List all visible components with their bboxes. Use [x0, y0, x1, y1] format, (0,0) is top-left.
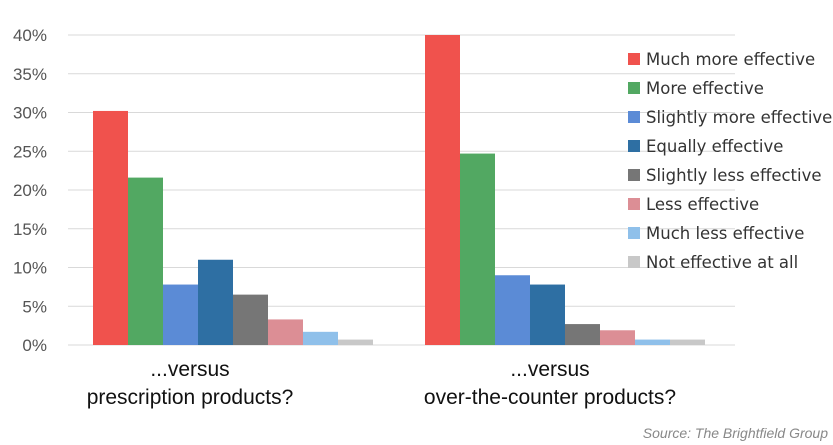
bar: [93, 110, 128, 345]
bar: [670, 339, 705, 345]
category-label: over-the-counter products?: [424, 386, 676, 409]
bar: [198, 259, 233, 345]
y-tick-label: 25%: [13, 142, 47, 161]
y-tick-label: 0%: [22, 336, 47, 355]
y-tick-label: 40%: [13, 26, 47, 45]
y-tick-label: 10%: [13, 259, 47, 278]
legend-swatch: [628, 53, 640, 65]
legend: Much more effective More effective Slightl…: [628, 50, 832, 272]
bar: [530, 284, 565, 345]
category-label: prescription products?: [87, 386, 294, 409]
bar: [303, 331, 338, 345]
legend-label: Much more effective: [646, 50, 815, 69]
bars: [93, 35, 705, 345]
legend-swatch: [628, 140, 640, 152]
y-axis-ticks: 0% 5% 10% 15% 20% 25% 30% 35% 40%: [13, 26, 47, 355]
legend-label: Slightly more effective: [646, 108, 832, 127]
legend-label: Less effective: [646, 195, 759, 214]
legend-swatch: [628, 227, 640, 239]
bar: [495, 275, 530, 345]
y-tick-label: 15%: [13, 220, 47, 239]
bar: [268, 319, 303, 345]
legend-label: More effective: [646, 79, 764, 98]
bar: [338, 339, 373, 345]
y-tick-label: 20%: [13, 181, 47, 200]
bar: [635, 339, 670, 345]
y-tick-label: 35%: [13, 65, 47, 84]
bar: [233, 294, 268, 345]
bar: [460, 153, 495, 345]
category-label: ...versus: [150, 358, 229, 381]
legend-swatch: [628, 169, 640, 181]
bar: [600, 330, 635, 345]
legend-swatch: [628, 82, 640, 94]
bar: [163, 284, 198, 345]
category-labels: ...versus prescription products? ...versus…: [87, 358, 676, 409]
y-tick-label: 5%: [22, 297, 47, 316]
legend-swatch: [628, 111, 640, 123]
legend-swatch: [628, 256, 640, 268]
bar: [128, 177, 163, 345]
legend-label: Not effective at all: [646, 253, 798, 272]
y-tick-label: 30%: [13, 104, 47, 123]
source-note: Source: The Brightfield Group: [643, 425, 828, 441]
bar: [425, 35, 460, 345]
bar: [565, 324, 600, 345]
legend-label: Slightly less effective: [646, 166, 822, 185]
legend-label: Much less effective: [646, 224, 804, 243]
legend-swatch: [628, 198, 640, 210]
category-label: ...versus: [510, 358, 589, 381]
legend-label: Equally effective: [646, 137, 783, 156]
